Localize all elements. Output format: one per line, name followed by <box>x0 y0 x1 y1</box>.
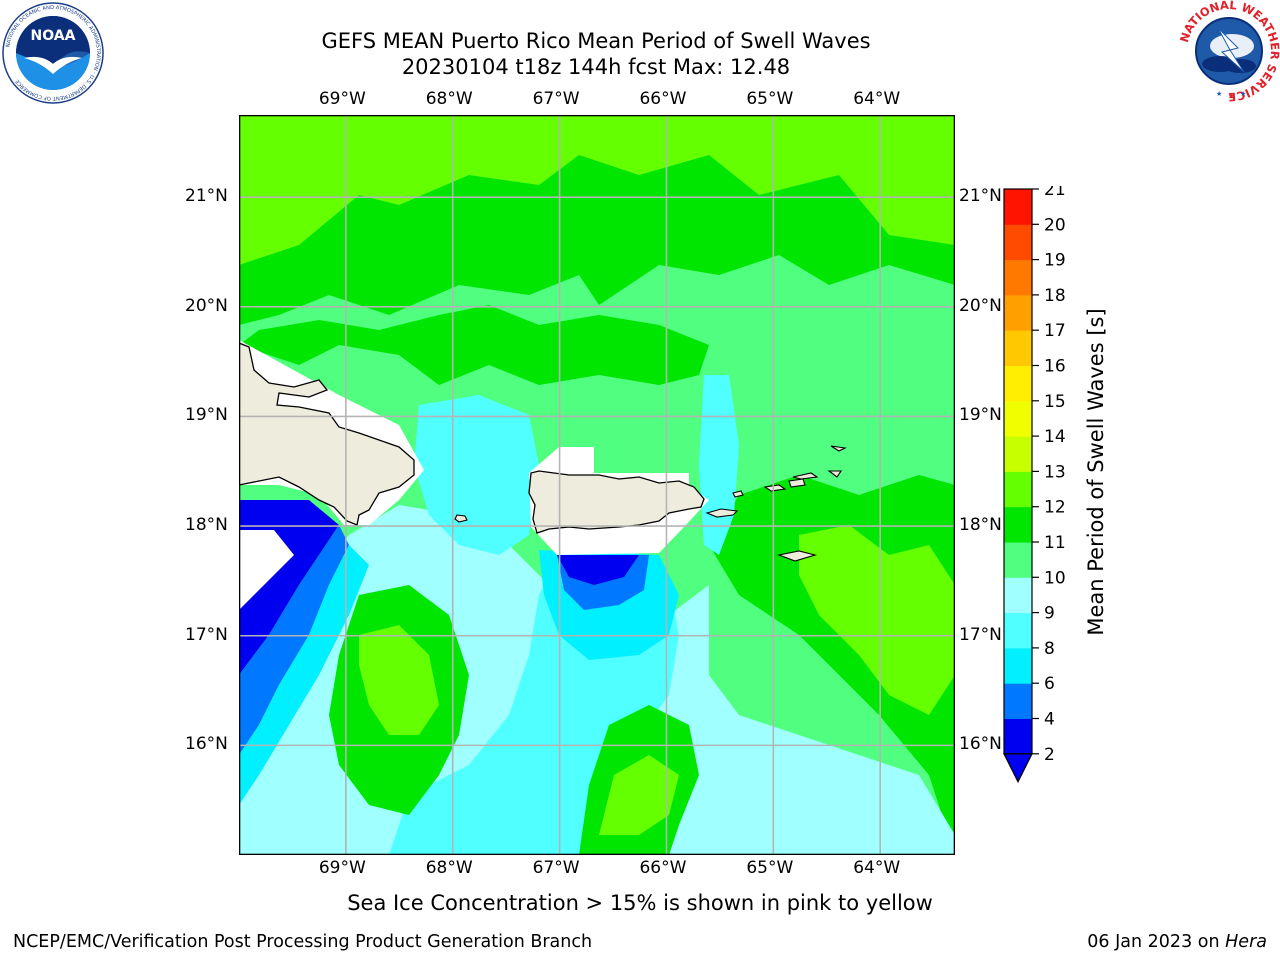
field-11-12-south-center <box>599 755 679 835</box>
land-tortola <box>792 472 819 480</box>
lat-tick-label: 16°N <box>185 734 228 755</box>
colorbar-tick-label: 17 <box>1044 321 1066 341</box>
noaa-logo-text: NOAA <box>31 28 76 44</box>
colorbar-segment <box>1004 294 1032 331</box>
colorbar-under-arrow <box>1003 753 1033 784</box>
lon-tick-label: 64°W <box>853 89 901 109</box>
map-title-line2: 20230104 t18z 144h fcst Max: 12.48 <box>401 55 791 79</box>
lon-tick-label: 68°W <box>425 89 473 109</box>
colorbar-segment <box>1004 436 1032 472</box>
land-st-john <box>788 478 806 488</box>
lat-tick-label: 17°N <box>185 624 228 645</box>
land-culebra <box>732 490 744 498</box>
field-11-12-east <box>799 525 955 715</box>
lon-tick-label: 68°W <box>425 858 473 878</box>
colorbar-tick-label: 9 <box>1044 604 1055 624</box>
lat-tick-label: 20°N <box>959 295 1002 316</box>
colorbar-label: Mean Period of Swell Waves [s] <box>1084 308 1108 636</box>
colorbar-tick-label: 13 <box>1044 462 1066 482</box>
land-mona-island <box>454 514 468 523</box>
svg-text:★: ★ <box>1216 90 1222 98</box>
colorbar-tick-label: 16 <box>1044 357 1066 377</box>
colorbar-tick-label: 12 <box>1044 498 1066 518</box>
colorbar-tick-label: 21 <box>1044 186 1066 200</box>
colorbar-segment <box>1004 224 1032 261</box>
colorbar-segment <box>1004 683 1032 719</box>
colorbar-segment <box>1004 647 1032 684</box>
field-2-4-south-pr <box>557 555 639 585</box>
colorbar-tick-label: 20 <box>1044 215 1066 235</box>
colorbar-tick-label: 8 <box>1044 639 1055 659</box>
colorbar-tick-label: 10 <box>1044 568 1066 588</box>
colorbar-tick-label: 2 <box>1044 745 1055 765</box>
no-data-west <box>239 530 294 610</box>
colorbar-tick-label: 14 <box>1044 427 1066 447</box>
lon-tick-label: 67°W <box>532 89 580 109</box>
swell-period-map <box>239 115 955 855</box>
field-10-11-band <box>239 305 709 385</box>
land-anguilla <box>830 445 847 452</box>
field-4-6-west <box>239 525 349 755</box>
lat-tick-label: 16°N <box>959 734 1002 755</box>
colorbar-tick-label: 11 <box>1044 533 1066 553</box>
colorbar-tick-label: 15 <box>1044 392 1066 412</box>
colorbar-segment <box>1004 189 1032 225</box>
colorbar-tick-label: 4 <box>1044 710 1055 730</box>
lat-tick-label: 19°N <box>959 405 1002 426</box>
lat-tick-label: 18°N <box>185 515 228 536</box>
field-6-8-north-passage <box>414 395 539 555</box>
lat-tick-label: 21°N <box>185 186 228 207</box>
colorbar-segment <box>1004 259 1032 296</box>
svg-text:★: ★ <box>1228 92 1234 100</box>
footer-date: 06 Jan 2023 on Hera <box>1087 932 1267 952</box>
footer-branch: NCEP/EMC/Verification Post Processing Pr… <box>13 932 593 952</box>
lat-tick-label: 17°N <box>959 624 1002 645</box>
lat-tick-label: 21°N <box>959 186 1002 207</box>
lon-tick-label: 67°W <box>532 858 580 878</box>
lat-tick-label: 19°N <box>185 405 228 426</box>
land-puerto-rico <box>528 470 705 534</box>
lon-tick-label: 64°W <box>853 858 901 878</box>
colorbar-segment <box>1004 506 1032 543</box>
sea-ice-note: Sea Ice Concentration > 15% is shown in … <box>347 891 933 915</box>
land-vieques <box>705 508 739 518</box>
field-6-8-west-cyan <box>239 545 369 805</box>
colorbar-segment <box>1004 542 1032 578</box>
lon-tick-label: 65°W <box>746 89 794 109</box>
lon-tick-label: 66°W <box>639 858 687 878</box>
noaa-logo: NOAA NATIONAL OCEANIC AND ATMOSPHERIC AD… <box>2 2 104 104</box>
colorbar-tick-label: 18 <box>1044 286 1066 306</box>
colorbar-tick-label: 19 <box>1044 251 1066 271</box>
land-hispaniola <box>239 342 415 526</box>
map-frame <box>239 115 955 855</box>
colorbar-segment <box>1004 612 1032 649</box>
colorbar: 2 4 6 8 9 10 11 12 13 14 15 16 17 18 19 20 21 <box>1003 186 1066 784</box>
lon-tick-label: 69°W <box>318 858 366 878</box>
lon-tick-label: 69°W <box>318 89 366 109</box>
field-11-12-north <box>239 115 955 265</box>
map-gridlines <box>239 115 955 855</box>
lat-tick-label: 20°N <box>185 295 228 316</box>
land-anegada <box>827 470 843 478</box>
colorbar-segment <box>1004 400 1032 437</box>
lon-tick-label: 66°W <box>639 89 687 109</box>
colorbar-segment <box>1004 330 1032 366</box>
svg-text:★: ★ <box>1240 90 1246 98</box>
footer-host: Hera <box>1225 932 1267 952</box>
land-st-thomas <box>763 484 787 492</box>
nws-logo: NATIONAL WEATHER SERVICE ★ ★ ★ <box>1177 0 1280 104</box>
colorbar-segment <box>1004 577 1032 614</box>
colorbar-segment <box>1004 718 1032 755</box>
lon-tick-label: 65°W <box>746 858 794 878</box>
lat-tick-label: 18°N <box>959 515 1002 536</box>
colorbar-segment <box>1004 365 1032 402</box>
colorbar-tick-label: 6 <box>1044 674 1055 694</box>
field-11-12-west-lobe <box>359 625 439 735</box>
map-title-line1: GEFS MEAN Puerto Rico Mean Period of Swe… <box>321 29 871 53</box>
land-st-croix <box>777 550 818 562</box>
colorbar-segment <box>1004 471 1032 508</box>
